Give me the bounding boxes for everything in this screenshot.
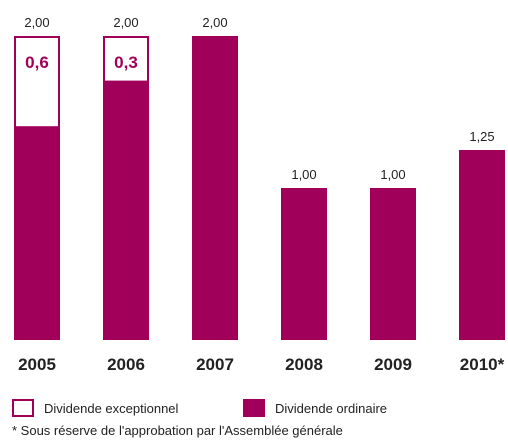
exceptional-value-label-2005: 0,6 [25, 53, 49, 72]
bar-ordinary-2010 [459, 150, 505, 340]
bar-ordinary-2005 [14, 127, 60, 340]
bar-ordinary-2009 [370, 188, 416, 340]
legend-label-exceptional: Dividende exceptionnel [44, 400, 179, 416]
total-value-label-2006: 2,00 [113, 15, 138, 30]
footnote: * Sous réserve de l'approbation par l'As… [12, 423, 343, 438]
total-value-label-2009: 1,00 [380, 167, 405, 182]
bar-ordinary-2007 [192, 36, 238, 340]
category-label-2005: 2005 [18, 355, 56, 374]
bar-exceptional-2005 [14, 36, 60, 129]
total-value-label-2010: 1,25 [469, 129, 494, 144]
bar-ordinary-2006 [103, 81, 149, 340]
bar-exceptional-2006 [103, 36, 149, 83]
legend-swatch-exceptional [12, 399, 34, 417]
legend-item-exceptional: Dividende exceptionnel [12, 398, 178, 418]
category-label-2010: 2010* [460, 355, 505, 374]
total-value-label-2005: 2,00 [24, 15, 49, 30]
category-label-2009: 2009 [374, 355, 412, 374]
exceptional-value-label-2006: 0,3 [114, 53, 138, 72]
total-value-label-2008: 1,00 [291, 167, 316, 182]
total-value-label-2007: 2,00 [202, 15, 227, 30]
legend-item-ordinary: Dividende ordinaire [243, 398, 387, 418]
labels-layer: 0,6 2,00 2005 0,3 2,00 2006 2,00 2007 1,00 2008 1,… [18, 15, 505, 374]
category-label-2008: 2008 [285, 355, 323, 374]
bar-ordinary-2008 [281, 188, 327, 340]
category-label-2006: 2006 [107, 355, 145, 374]
legend-label-ordinary: Dividende ordinaire [275, 400, 388, 416]
category-label-2007: 2007 [196, 355, 234, 374]
dividend-bar-chart: 0,6 2,00 2005 0,3 2,00 2006 2,00 2007 1,00 2008 1,… [14, 15, 505, 374]
bars-layer [14, 36, 505, 340]
legend-swatch-ordinary [243, 399, 265, 417]
legend: Dividende exceptionnel Dividende ordinai… [12, 398, 502, 418]
